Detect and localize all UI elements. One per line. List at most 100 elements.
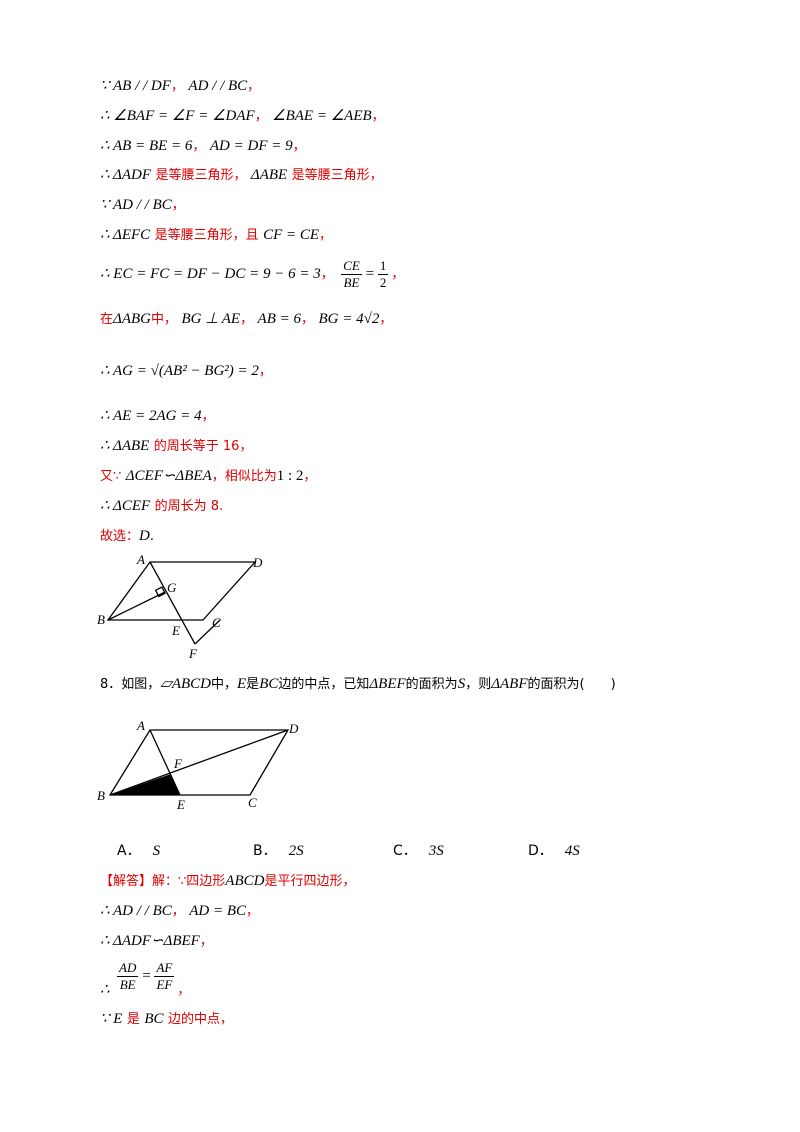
text: ， — [171, 198, 185, 213]
solution-line-8: 在ΔABG中， BG ⊥ AE， AB = 6， BG = 4√2， — [100, 310, 392, 329]
text: ， — [391, 267, 405, 282]
figure-parallelogram-2: A D F B E C — [97, 718, 299, 812]
option-letter: A． — [117, 843, 141, 859]
math-expr: ABCD — [225, 873, 265, 889]
option-b[interactable]: B． 2S — [253, 840, 304, 860]
shaded-triangle-bef — [110, 774, 180, 795]
text: ， — [171, 904, 185, 919]
text: ，相似比为 — [211, 469, 277, 484]
text: 中， — [150, 312, 177, 327]
label-d: D — [252, 555, 263, 570]
math-expr: ∴ ΔABE — [100, 438, 150, 454]
text: 是等腰三角形，且 — [154, 228, 259, 243]
math-expr: BG = 4√2 — [318, 311, 380, 327]
math-expr: ∵ AB / / DF — [100, 78, 171, 94]
math-expr: ∴ AE = 2AG = 4 — [100, 408, 202, 424]
text: 边的中点，已知 — [278, 677, 370, 692]
option-a[interactable]: A． S — [117, 840, 160, 860]
math-expr: ΔCEF∽ΔBEA — [125, 468, 212, 484]
option-value: 4S — [564, 843, 580, 859]
solution-line-5: ∵ AD / / BC， — [100, 196, 185, 215]
numerator: AD — [117, 959, 139, 977]
text: 是等腰三角形， — [291, 168, 383, 183]
segment-af — [149, 561, 196, 645]
question-number: 8．如图， — [100, 677, 161, 692]
answer-line-3: ∴ ΔADF∽ΔBEF， — [100, 932, 213, 951]
label-e: E — [171, 623, 180, 638]
solution-line-7: ∴ EC = FC = DF − DC = 9 − 6 = 3， CE BE = 1 2… — [100, 256, 404, 293]
math-expr: ∵ E — [100, 1011, 123, 1027]
text: ，则 — [465, 677, 492, 692]
math-expr: AD = BC — [189, 903, 247, 919]
fraction: AD BE — [117, 959, 139, 993]
solution-line-13: ∴ ΔCEF 的周长为 8. — [100, 497, 223, 516]
therefore-symbol: ∴ — [100, 982, 110, 998]
math-expr: ∴ ∠BAF = ∠F = ∠DAF — [100, 108, 255, 124]
text: ， — [170, 79, 184, 94]
text: ， — [319, 228, 333, 243]
text: 在 — [100, 312, 114, 327]
math-expr: D — [139, 528, 150, 544]
numerator: 1 — [377, 257, 389, 275]
segment-fc — [194, 619, 221, 645]
math-expr: BG ⊥ AE — [181, 311, 241, 327]
option-letter: C． — [393, 843, 417, 859]
text: 是 — [246, 677, 260, 692]
numerator: CE — [341, 257, 362, 275]
answer-line-4: ∴ AD BE = AF EF， — [100, 958, 190, 1009]
solution-line-6: ∴ ΔEFC 是等腰三角形，且 CF = CE， — [100, 226, 332, 245]
label-f: F — [188, 646, 198, 661]
text: ， — [258, 364, 272, 379]
math-expr: BC — [259, 676, 279, 692]
math-expr: ∠BAE = ∠AEB — [272, 108, 372, 124]
text: 解：∵四边形 — [152, 874, 226, 889]
text: 是等腰三角形， — [155, 168, 247, 183]
math-expr: ∴ AG = √(AB² − BG²) = 2 — [100, 363, 259, 379]
option-c[interactable]: C． 3S — [393, 840, 444, 860]
text: ， — [371, 109, 385, 124]
math-expr: ΔABE — [250, 167, 288, 183]
solution-line-9: ∴ AG = √(AB² − BG²) = 2， — [100, 362, 272, 381]
math-expr: AD / / BC — [188, 78, 248, 94]
text: ， — [247, 79, 261, 94]
option-d[interactable]: D． 4S — [528, 840, 580, 860]
text: 是 — [126, 1012, 140, 1027]
equals: = — [364, 266, 375, 282]
text: ， — [246, 904, 260, 919]
math-expr: ∴ EC = FC = DF − DC = 9 − 6 = 3 — [100, 266, 321, 282]
math-expr: ΔABF — [491, 676, 528, 692]
math-expr: S — [457, 676, 466, 692]
text: ， — [177, 983, 191, 998]
label-c: C — [248, 795, 257, 810]
solution-line-10: ∴ AE = 2AG = 4， — [100, 407, 215, 426]
text: ， — [292, 139, 306, 154]
solution-line-11: ∴ ΔABE 的周长等于 16， — [100, 437, 252, 456]
math-expr: AD = DF = 9 — [209, 138, 293, 154]
label-f: F — [173, 756, 183, 771]
label-a: A — [136, 718, 145, 733]
text: ， — [240, 312, 254, 327]
label-c: C — [212, 615, 221, 630]
math-expr: BC — [144, 1011, 164, 1027]
text: ， — [303, 469, 317, 484]
segment-bg — [107, 591, 166, 621]
text: 又∵ — [100, 469, 122, 484]
denominator: BE — [343, 274, 360, 290]
text: 边的中点， — [168, 1012, 234, 1027]
text: ， — [254, 109, 268, 124]
right-angle-mark — [154, 586, 166, 598]
question-8: 8．如图，▱ABCD中，E是BC边的中点，已知ΔBEF的面积为S，则ΔABF的面… — [100, 675, 616, 694]
denominator: EF — [156, 976, 173, 992]
answer-blank: ( ) — [579, 677, 616, 692]
solution-line-1: ∵ AB / / DF， AD / / BC， — [100, 77, 260, 96]
text: ， — [199, 934, 213, 949]
parallelogram-abcd — [108, 729, 290, 796]
text: 的面积为 — [405, 677, 458, 692]
text: ， — [320, 267, 334, 282]
text: . — [149, 529, 154, 544]
answer-line-5: ∵ E 是 BC 边的中点， — [100, 1010, 233, 1029]
label-a: A — [136, 552, 145, 567]
figure-parallelogram-1: A D G B E C F — [97, 552, 263, 661]
text: 的周长等于 16， — [153, 439, 253, 454]
fraction: CE BE — [341, 258, 362, 291]
